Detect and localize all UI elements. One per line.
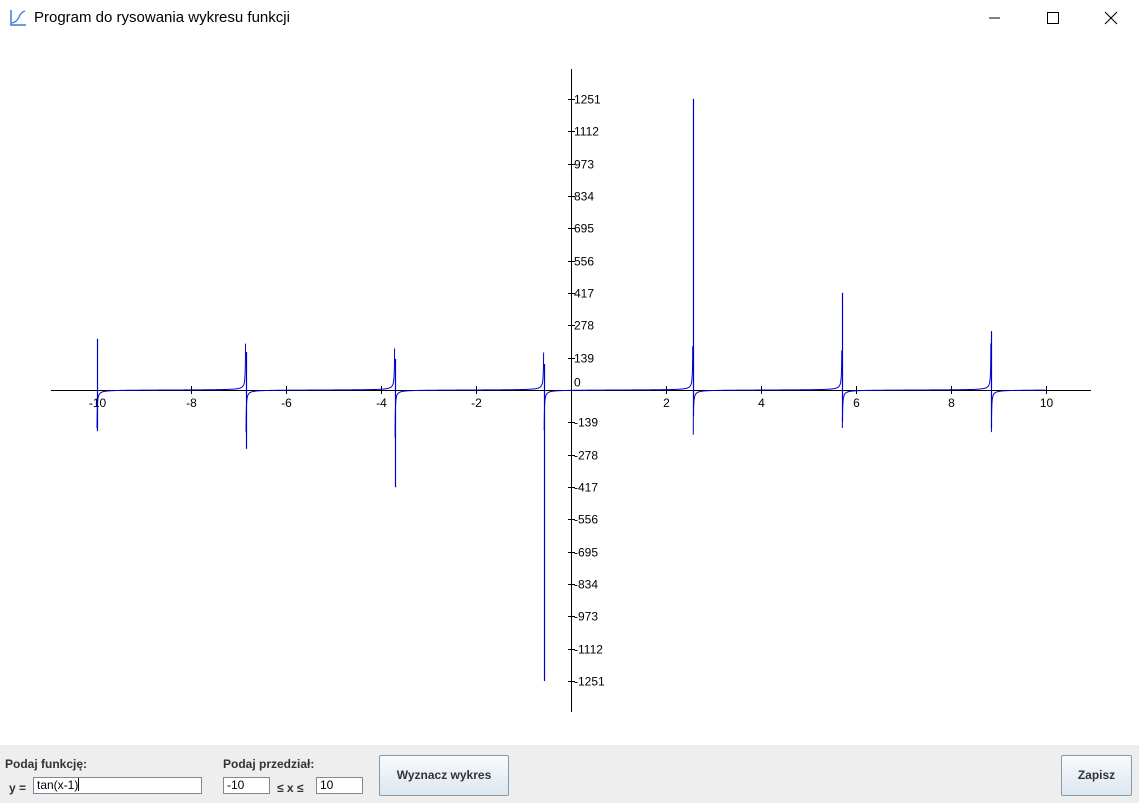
y-equals-label: y = (9, 781, 27, 795)
y-tick-label: 1251 (574, 93, 601, 107)
range-separator: ≤ x ≤ (277, 781, 304, 795)
y-tick-label: -1251 (574, 675, 605, 689)
range-to-input[interactable]: 10 (316, 777, 363, 794)
function-label: Podaj funkcję: (5, 757, 88, 771)
close-button[interactable] (1088, 0, 1134, 36)
y-tick-label: 417 (574, 287, 594, 301)
x-tick-label: -2 (471, 396, 482, 410)
function-input-value: tan(x-1) (37, 778, 79, 792)
range-from-value: -10 (227, 778, 245, 792)
close-icon (1104, 11, 1118, 25)
y-tick-label: -695 (574, 546, 598, 560)
x-tick-label: 10 (1040, 396, 1054, 410)
control-panel: Podaj funkcję: y = tan(x-1) Podaj przedz… (0, 745, 1139, 803)
function-input[interactable]: tan(x-1) (33, 777, 202, 794)
x-tick-label: 2 (663, 396, 670, 410)
y-tick-label: -139 (574, 416, 598, 430)
y-tick-label: -973 (574, 610, 598, 624)
x-tick-label: -8 (186, 396, 197, 410)
range-from-input[interactable]: -10 (223, 777, 270, 794)
text-caret (78, 778, 80, 791)
window-title: Program do rysowania wykresu funkcji (34, 9, 290, 26)
maximize-button[interactable] (1030, 0, 1076, 36)
y-tick-label: -834 (574, 578, 598, 592)
x-tick-label: -6 (281, 396, 292, 410)
range-label: Podaj przedział: (223, 757, 315, 771)
title-bar: Program do rysowania wykresu funkcji (0, 0, 1139, 36)
range-to-value: 10 (320, 778, 334, 792)
save-button-label: Zapisz (1077, 768, 1116, 782)
y-tick-label: -278 (574, 449, 598, 463)
function-chart: -10 -8 -6 -4 -2 2 4 6 8 1012511112973834695556417… (51, 69, 1091, 712)
minimize-button[interactable] (972, 0, 1018, 36)
x-tick-label: 6 (853, 396, 860, 410)
y-tick-label: 556 (574, 255, 594, 269)
minimize-icon (989, 17, 1000, 19)
y-tick-label: 139 (574, 352, 594, 366)
y-tick-label: 695 (574, 222, 594, 236)
save-button[interactable]: Zapisz (1061, 755, 1132, 796)
y-tick-label: 1112 (574, 125, 599, 139)
function-curve (96, 343, 1046, 438)
plot-area: -10 -8 -6 -4 -2 2 4 6 8 10 1251 1112 973 834 695 556 417… (0, 36, 1139, 745)
maximize-icon (1047, 12, 1059, 24)
x-tick-label: 8 (948, 396, 955, 410)
y-tick-label: 973 (574, 158, 594, 172)
x-tick-label: -4 (376, 396, 387, 410)
y-tick-label: -556 (574, 513, 598, 527)
y-tick-label: -417 (574, 481, 598, 495)
x-tick-label: 4 (758, 396, 765, 410)
chart-app-icon (10, 10, 26, 26)
plot-button[interactable]: Wyznacz wykres (379, 755, 509, 796)
plot-button-label: Wyznacz wykres (396, 768, 492, 782)
y-tick-label: 0 (574, 376, 581, 390)
y-tick-label: 278 (574, 319, 594, 333)
y-tick-label: 834 (574, 190, 594, 204)
y-tick-label: -1112 (574, 643, 603, 657)
